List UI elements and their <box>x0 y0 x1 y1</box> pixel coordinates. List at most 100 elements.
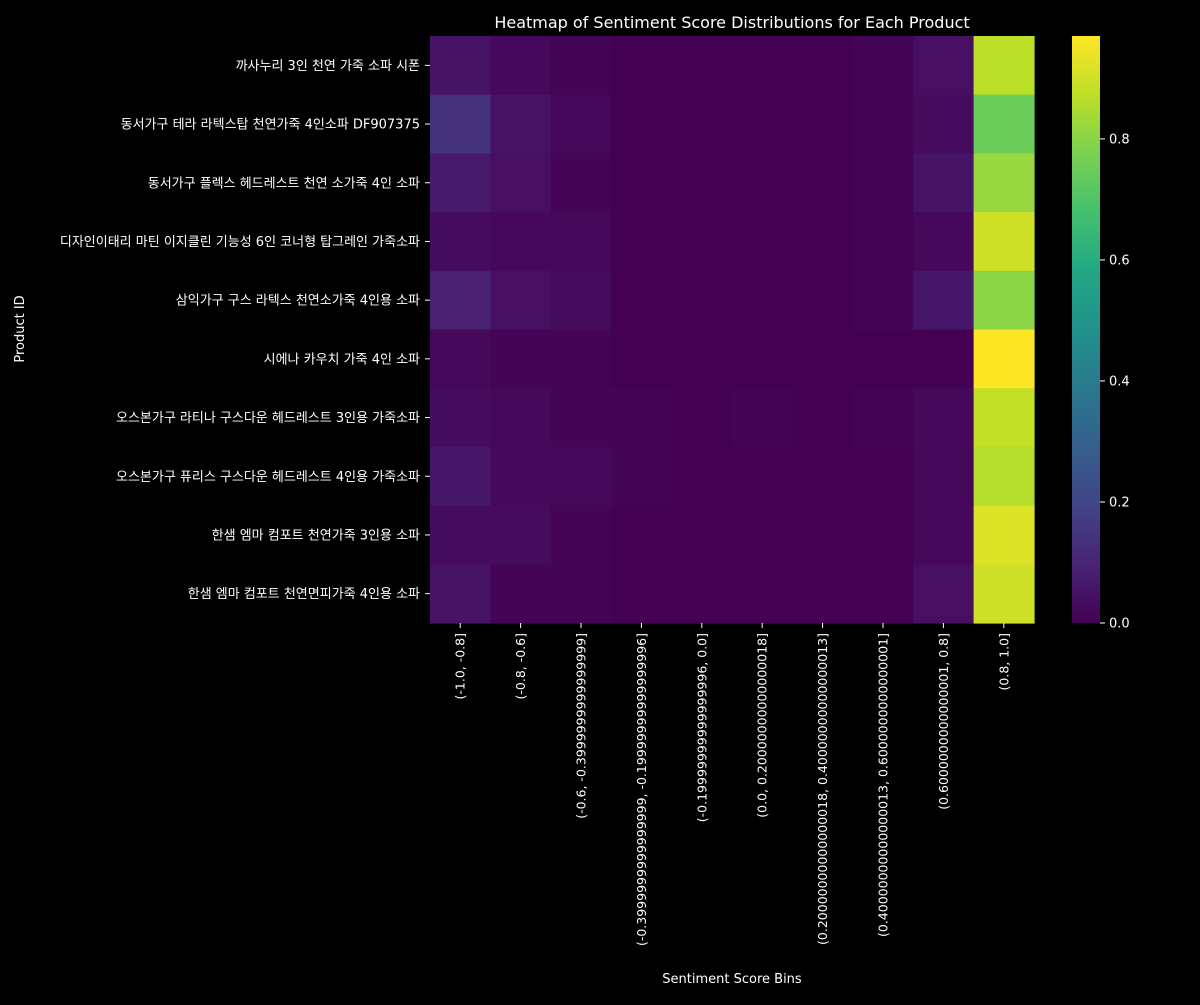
heatmap-cell <box>792 505 854 565</box>
x-tick-label: (0.40000000000000013, 0.6000000000000001… <box>876 633 891 937</box>
heatmap-cell <box>913 94 975 154</box>
heatmap-cell <box>913 329 975 389</box>
heatmap-cell <box>490 36 552 96</box>
colorbar-gradient <box>1072 36 1100 623</box>
heatmap-cell <box>973 446 1035 507</box>
heatmap-cell <box>852 36 914 96</box>
heatmap-cell <box>430 564 491 624</box>
y-tick-label: 한샘 엠마 컴포트 천연가죽 3인용 소파 <box>212 528 420 543</box>
x-axis-label: Sentiment Score Bins <box>662 972 802 987</box>
heatmap-cell <box>792 36 854 96</box>
heatmap-cell <box>792 270 854 331</box>
heatmap-cell <box>490 270 552 331</box>
heatmap-cell <box>550 446 612 507</box>
heatmap-cell <box>732 270 793 331</box>
heatmap-cell <box>490 564 552 624</box>
y-tick-label: 오스본가구 퓨리스 구스다운 헤드레스트 4인용 가죽소파 <box>116 470 420 485</box>
heatmap-cell <box>490 329 552 389</box>
y-tick-label: 동서가구 테라 라텍스탑 천연가죽 4인소파 DF907375 <box>121 118 420 133</box>
heatmap-cell <box>913 446 975 507</box>
heatmap-cell <box>611 388 673 448</box>
heatmap-cell <box>611 212 673 272</box>
colorbar-tick-label: 0.6 <box>1109 253 1130 268</box>
heatmap-cell <box>550 329 612 389</box>
heatmap-cell <box>852 564 914 624</box>
y-tick-label: 오스본가구 라티나 구스다운 헤드레스트 3인용 가죽소파 <box>116 411 420 426</box>
heatmap-cell <box>430 270 491 331</box>
y-axis-label: Product ID <box>13 295 28 362</box>
heatmap-cell <box>611 505 673 565</box>
heatmap-cell <box>973 153 1035 213</box>
heatmap-cell <box>671 36 733 96</box>
heatmap-cell <box>852 446 914 507</box>
heatmap-cell <box>852 329 914 389</box>
heatmap-cell <box>430 388 491 448</box>
heatmap-cell <box>671 94 733 154</box>
heatmap-cell <box>430 329 491 389</box>
heatmap-cell <box>792 153 854 213</box>
x-tick-label: (0.0, 0.20000000000000018] <box>755 633 770 818</box>
heatmap-cell <box>550 94 612 154</box>
heatmap-cell <box>732 505 793 565</box>
heatmap-cell <box>490 505 552 565</box>
heatmap-cell <box>792 212 854 272</box>
heatmap-cell <box>611 329 673 389</box>
y-tick-label: 삼익가구 구스 라텍스 천연소가죽 4인용 소파 <box>176 294 420 309</box>
heatmap-cell <box>671 564 733 624</box>
heatmap-cell <box>792 388 854 448</box>
heatmap-cell <box>973 329 1035 389</box>
heatmap-cell <box>611 36 673 96</box>
chart-title: Heatmap of Sentiment Score Distributions… <box>494 13 969 32</box>
heatmap-cell <box>550 505 612 565</box>
heatmap-cell <box>973 270 1035 331</box>
heatmap-cell <box>913 36 975 96</box>
heatmap-cell <box>671 505 733 565</box>
heatmap-cell <box>732 94 793 154</box>
heatmap-cell <box>913 153 975 213</box>
y-tick-label: 한샘 엠마 컴포트 천연면피가죽 4인용 소파 <box>188 587 420 602</box>
heatmap-cell <box>973 36 1035 96</box>
x-tick-label: (-0.8, -0.6] <box>513 633 528 699</box>
heatmap-cell <box>430 153 491 213</box>
heatmap-cell <box>490 446 552 507</box>
heatmap-cell <box>671 212 733 272</box>
heatmap-cell <box>430 505 491 565</box>
heatmap-cell <box>732 446 793 507</box>
colorbar-tick-label: 0.8 <box>1109 132 1130 147</box>
heatmap-cell <box>732 212 793 272</box>
heatmap-cell <box>550 36 612 96</box>
heatmap-cells <box>430 36 1035 624</box>
heatmap-cell <box>852 94 914 154</box>
x-tick-label: (-1.0, -0.8] <box>453 633 468 699</box>
heatmap-cell <box>430 212 491 272</box>
x-axis-ticks: (-1.0, -0.8] (-0.8, -0.6] (-0.6, -0.399999… <box>453 623 1011 946</box>
heatmap-cell <box>852 505 914 565</box>
heatmap-cell <box>550 270 612 331</box>
heatmap-cell <box>732 388 793 448</box>
heatmap-cell <box>671 446 733 507</box>
heatmap-cell <box>550 564 612 624</box>
heatmap-cell <box>973 505 1035 565</box>
heatmap-cell <box>550 153 612 213</box>
heatmap-cell <box>973 94 1035 154</box>
heatmap-cell <box>852 153 914 213</box>
heatmap-cell <box>792 329 854 389</box>
colorbar: 0.0 0.2 0.4 0.6 0.8 <box>1072 36 1130 632</box>
heatmap-cell <box>913 564 975 624</box>
heatmap-cell <box>671 270 733 331</box>
heatmap-cell <box>732 153 793 213</box>
heatmap-cell <box>913 212 975 272</box>
heatmap-cell <box>611 270 673 331</box>
x-tick-label: (-0.19999999999999996, 0.0] <box>694 633 709 822</box>
x-tick-label: (0.20000000000000018, 0.4000000000000001… <box>815 633 830 945</box>
x-tick-label: (0.6000000000000001, 0.8] <box>936 633 951 810</box>
heatmap-cell <box>671 329 733 389</box>
heatmap-cell <box>430 94 491 154</box>
y-tick-label: 동서가구 플렉스 헤드레스트 천연 소가죽 4인 소파 <box>148 176 420 191</box>
heatmap-cell <box>732 564 793 624</box>
heatmap-cell <box>611 446 673 507</box>
heatmap-cell <box>792 446 854 507</box>
heatmap-cell <box>792 564 854 624</box>
